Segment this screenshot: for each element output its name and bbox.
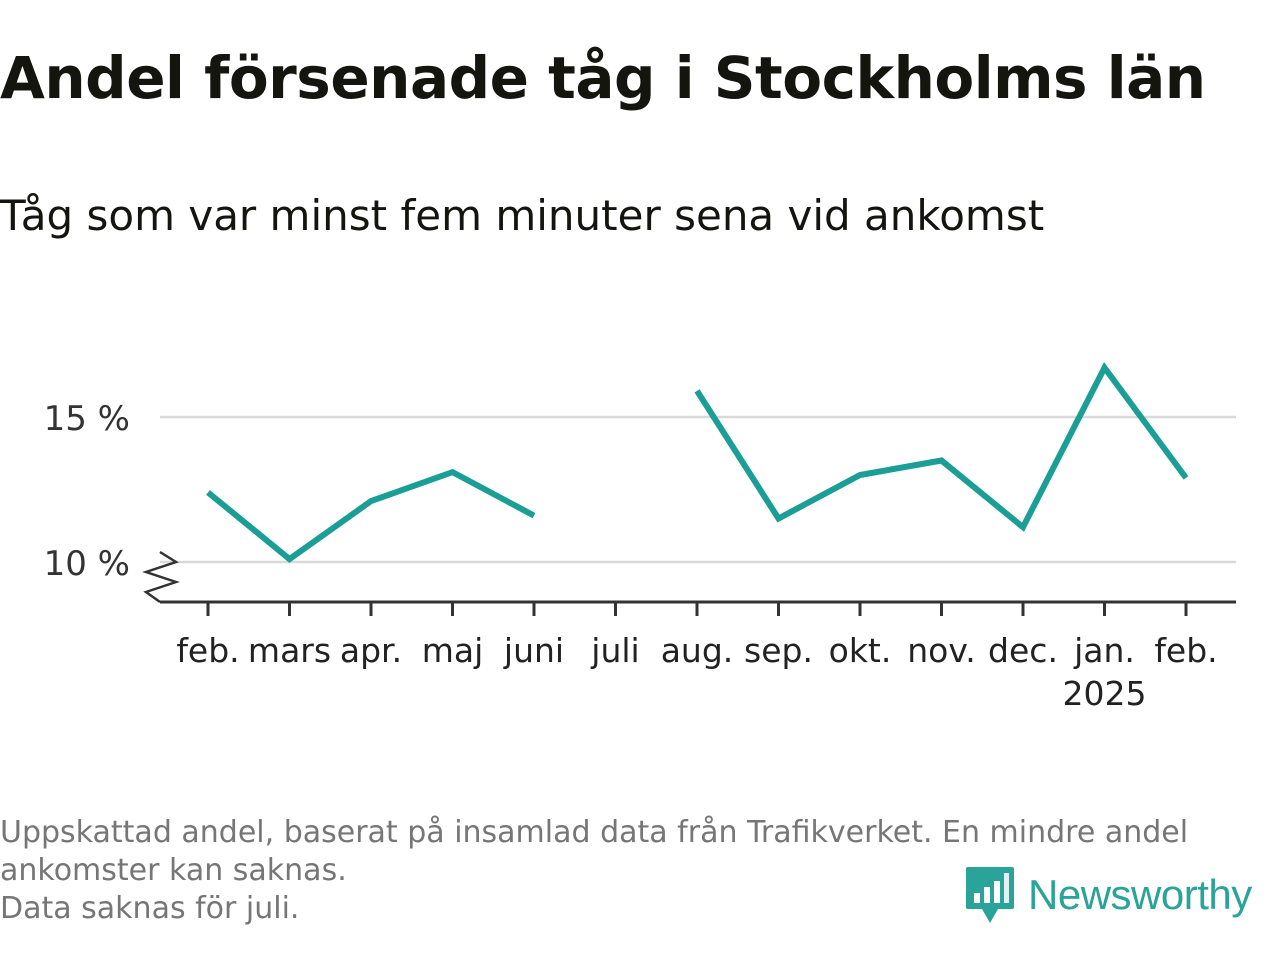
x-axis bbox=[142, 550, 1236, 604]
series-line-segment bbox=[694, 362, 1189, 532]
x-tick-label: dec. bbox=[988, 631, 1058, 670]
x-ticks: feb. mars apr. maj juni juli aug. sep. okt. nov. d… bbox=[176, 602, 1218, 713]
x-tick-label: feb. bbox=[1154, 631, 1217, 670]
footnote-line: Data saknas för juli. bbox=[0, 891, 300, 926]
x-tick-label: sep. bbox=[744, 631, 813, 670]
x-tick-label: aug. bbox=[661, 631, 734, 670]
footnote: Uppskattad andel, baserat på insamlad da… bbox=[0, 814, 1270, 928]
logo-text: Newsworthy bbox=[1028, 871, 1252, 918]
footnote-line: ankomster kan saknas. bbox=[0, 853, 347, 888]
x-tick-label: jan. bbox=[1073, 631, 1135, 670]
chart-subtitle: Tåg som var minst fem minuter sena vid a… bbox=[0, 191, 1045, 240]
x-tick-label: nov. bbox=[907, 631, 976, 670]
newsworthy-logo: Newsworthy bbox=[964, 862, 1252, 928]
x-tick-label: apr. bbox=[340, 631, 402, 670]
series-line-segment bbox=[206, 468, 536, 563]
gridlines bbox=[160, 415, 1236, 564]
x-tick-label: feb. bbox=[176, 631, 239, 670]
y-tick-label: 10 % bbox=[44, 544, 130, 584]
x-tick-label: maj bbox=[422, 631, 484, 670]
x-tick-label: okt. bbox=[829, 631, 892, 670]
footnote-line: Uppskattad andel, baserat på insamlad da… bbox=[0, 815, 1189, 850]
y-tick-labels: 10 % 15 % bbox=[44, 399, 130, 584]
series-lines bbox=[206, 362, 1189, 563]
x-tick-sublabel: 2025 bbox=[1063, 674, 1147, 713]
newsworthy-chart-bubble-icon bbox=[966, 867, 1014, 923]
x-tick-label: juli bbox=[590, 631, 639, 670]
chart-title: Andel försenade tåg i Stockholms län bbox=[0, 44, 1206, 112]
y-axis-break-icon bbox=[142, 550, 180, 604]
y-tick-label: 15 % bbox=[44, 399, 130, 439]
x-tick-label: mars bbox=[248, 631, 331, 670]
x-tick-label: juni bbox=[503, 631, 564, 670]
